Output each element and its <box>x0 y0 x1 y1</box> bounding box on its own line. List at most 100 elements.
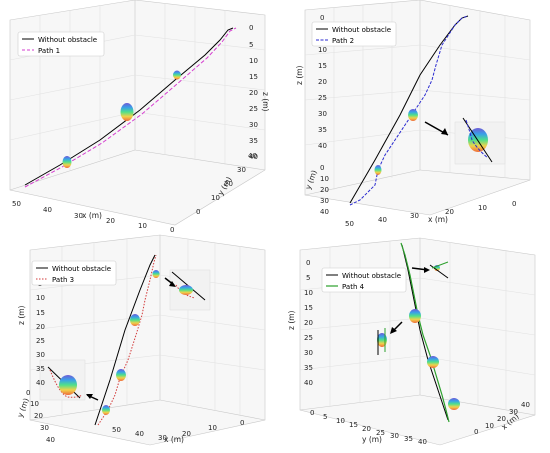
panel-4-y-label: y (m) <box>362 435 382 444</box>
panel-1-obstacle-2 <box>120 103 134 121</box>
panel-2-z-tick-0: 0 <box>320 14 324 22</box>
panel-3-y-tick-3: 30 <box>40 424 49 432</box>
panel-1-x-tick-2: 30 <box>74 212 83 220</box>
panel-4-x-tick-0: 0 <box>474 428 478 436</box>
panel-4-obstacle-3 <box>448 398 460 410</box>
panel-1-line-path-1 <box>24 27 237 188</box>
panel-3-x-tick-0: 50 <box>112 426 121 434</box>
panel-4-legend-entry-0: Without obstacle <box>342 272 401 280</box>
panel-4-y-tick-5: 25 <box>376 429 385 437</box>
panel-3-y-tick-2: 20 <box>34 412 43 420</box>
panel-3-z-label: z (m) <box>17 305 26 325</box>
panel-2-z-tick-2: 10 <box>318 46 327 54</box>
panel-2-y-tick-2: 20 <box>320 186 329 194</box>
panel-1-z-label: z (m) <box>261 92 270 112</box>
panel-3-zoom-inset-right <box>164 269 211 311</box>
panel-1-z-tick-0: 0 <box>249 24 253 32</box>
panel-1-z-tick-5: 25 <box>249 105 258 113</box>
panel-1-y-tick-4: 40 <box>248 152 257 160</box>
panel-2-z-tick-3: 15 <box>318 62 327 70</box>
panel-3-legend: Without obstacle Path 3 <box>31 260 117 286</box>
panel-4-y-tick-2: 10 <box>336 417 345 425</box>
panel-4-x-tick-3: 30 <box>509 408 518 416</box>
panel-3-x-tick-4: 10 <box>208 424 217 432</box>
panel-4: 0 5 10 15 20 25 30 35 40 z (m) 0 5 10 15… <box>287 237 536 446</box>
panel-3-x-tick-1: 40 <box>135 430 144 438</box>
panel-1: 0 5 10 15 20 25 30 35 40 z (m) 50 40 30 … <box>9 0 270 234</box>
panel-2: 0 5 10 15 20 25 30 35 40 z (m) 50 40 30 … <box>295 0 531 228</box>
panel-2-y-ticks: 0 10 20 30 40 <box>320 164 329 216</box>
panel-2-legend-entry-0: Without obstacle <box>332 26 391 34</box>
panel-1-z-tick-8: 40 <box>249 153 258 161</box>
panel-4-y-tick-1: 5 <box>323 413 327 421</box>
panel-4-z-tick-0: 0 <box>306 259 310 267</box>
panel-1-x-tick-3: 20 <box>106 217 115 225</box>
panel-4-z-tick-8: 40 <box>304 379 313 387</box>
panel-1-z-tick-7: 35 <box>249 137 258 145</box>
panel-2-x-tick-1: 40 <box>378 216 387 224</box>
panel-2-y-tick-3: 30 <box>320 197 329 205</box>
panel-3-z-tick-5: 25 <box>36 337 45 345</box>
panel-3-x-label: x (m) <box>164 435 184 444</box>
panel-4-z-label: z (m) <box>287 310 296 330</box>
panel-3-x-tick-5: 0 <box>240 419 244 427</box>
panel-1-z-tick-2: 10 <box>249 57 258 65</box>
panel-3-z-tick-6: 30 <box>36 351 45 359</box>
panel-4-z-tick-3: 15 <box>304 304 313 312</box>
panel-2-legend: Without obstacle Path 2 <box>311 21 397 47</box>
panel-1-y-tick-3: 30 <box>237 166 246 174</box>
panel-4-x-ticks: 0 10 20 30 40 <box>474 401 530 436</box>
panel-1-x-ticks: 50 40 30 20 10 0 <box>12 200 174 234</box>
panel-3-y-ticks: 0 10 20 30 40 <box>26 389 55 444</box>
panel-2-x-label: x (m) <box>428 215 448 224</box>
panel-2-zoom-inset <box>424 117 506 165</box>
panel-4-z-ticks: 0 5 10 15 20 25 30 35 40 <box>304 259 313 387</box>
panel-2-x-tick-5: 0 <box>512 200 516 208</box>
panel-3-obstacle-4 <box>152 270 160 278</box>
panel-1-z-tick-6: 30 <box>249 121 258 129</box>
panel-4-z-tick-2: 10 <box>304 289 313 297</box>
panel-1-y-tick-2: 20 <box>224 180 233 188</box>
panel-4-x-tick-1: 10 <box>485 422 494 430</box>
panel-3-y-label: y (m) <box>15 397 30 419</box>
panel-3-x-ticks: 50 40 30 20 10 0 <box>112 419 244 442</box>
panel-4-line-without-obstacle <box>401 244 449 421</box>
panel-4-y-tick-8: 40 <box>418 438 427 446</box>
panel-4-x-tick-4: 40 <box>521 401 530 409</box>
panel-4-y-tick-3: 15 <box>349 421 358 429</box>
panel-4-y-ticks: 0 5 10 15 20 25 30 35 40 <box>310 409 427 446</box>
panel-1-z-tick-4: 20 <box>249 89 258 97</box>
panel-1-x-tick-0: 50 <box>12 200 21 208</box>
panel-2-z-tick-5: 25 <box>318 94 327 102</box>
panel-3-obstacle-3 <box>130 314 140 326</box>
panel-2-z-tick-4: 20 <box>318 78 327 86</box>
panel-4-z-tick-5: 25 <box>304 334 313 342</box>
panel-4-obstacle-1 <box>409 309 421 323</box>
panel-3: 0 5 10 15 20 25 30 35 40 z (m) 50 40 30 … <box>15 234 266 446</box>
panel-4-legend: Without obstacle Path 4 <box>321 267 407 293</box>
panel-4-z-tick-6: 30 <box>304 349 313 357</box>
panel-4-line-path-4 <box>400 242 450 423</box>
panel-4-obstacle-2 <box>427 356 439 368</box>
panel-3-z-tick-3: 15 <box>36 309 45 317</box>
panel-1-x-tick-5: 0 <box>170 226 174 234</box>
panel-4-z-tick-4: 20 <box>304 319 313 327</box>
panel-2-z-tick-8: 40 <box>318 142 327 150</box>
panel-2-x-ticks: 50 40 30 20 10 0 <box>345 200 516 228</box>
panel-1-obstacle-1 <box>62 156 72 168</box>
panel-3-inset-obstacle-left <box>59 375 77 395</box>
panel-3-legend-entry-1: Path 3 <box>52 276 74 284</box>
panel-4-y-tick-0: 0 <box>310 409 314 417</box>
panel-2-x-tick-4: 10 <box>478 204 487 212</box>
panel-3-y-tick-0: 0 <box>26 389 30 397</box>
panel-2-x-tick-3: 20 <box>445 208 454 216</box>
panel-3-zoom-inset-left <box>39 359 99 401</box>
panel-2-obstacle-1 <box>374 165 382 175</box>
panel-3-y-tick-1: 10 <box>30 400 39 408</box>
panel-1-y-ticks: 0 10 20 30 40 <box>196 152 257 216</box>
panel-2-y-tick-4: 40 <box>320 208 329 216</box>
panel-2-z-tick-6: 30 <box>318 110 327 118</box>
panel-3-z-tick-4: 20 <box>36 323 45 331</box>
panel-3-legend-entry-0: Without obstacle <box>52 265 111 273</box>
panel-3-z-tick-7: 35 <box>36 365 45 373</box>
